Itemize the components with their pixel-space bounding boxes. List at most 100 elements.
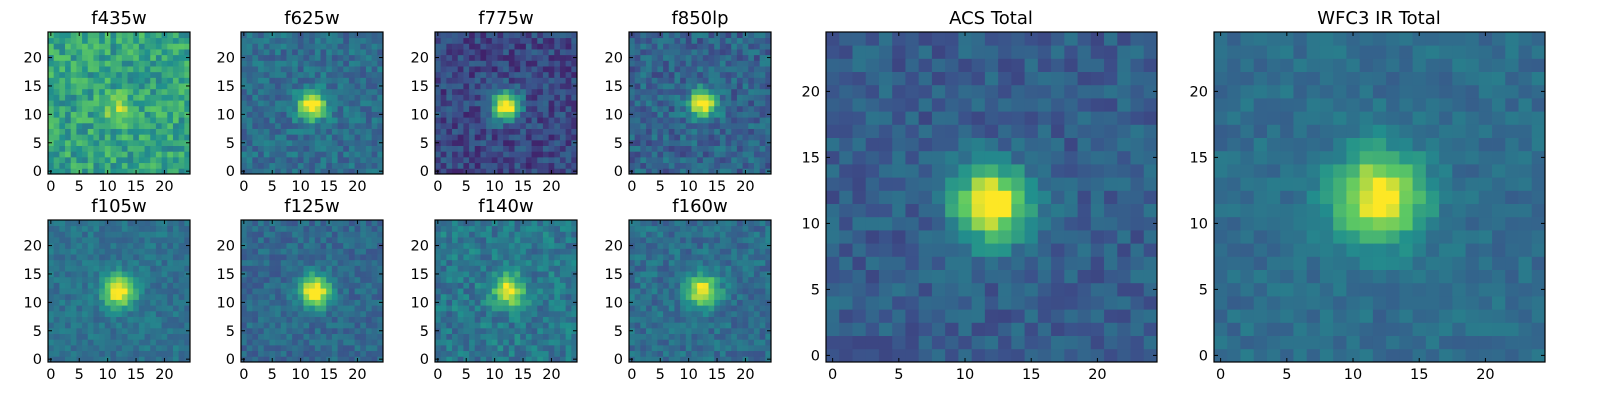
heatmap-cell <box>554 254 560 260</box>
heatmap-cell <box>332 117 338 123</box>
heatmap-cell <box>150 328 156 334</box>
heatmap-cell <box>173 60 179 66</box>
heatmap-cell <box>475 351 481 357</box>
heatmap-cell <box>264 112 270 118</box>
heatmap-cell <box>88 254 94 260</box>
heatmap-cell <box>88 248 94 254</box>
heatmap-cell <box>657 151 663 157</box>
heatmap-cell <box>486 66 492 72</box>
heatmap-cell <box>652 49 658 55</box>
heatmap-cell <box>99 282 105 288</box>
x-tick-label: 10 <box>485 179 503 195</box>
heatmap-cell <box>537 345 543 351</box>
heatmap-cell <box>674 66 680 72</box>
heatmap-cell <box>441 112 447 118</box>
heatmap-cell <box>54 282 60 288</box>
heatmap-cell <box>674 112 680 118</box>
heatmap-cell <box>469 151 475 157</box>
heatmap-cell <box>162 226 168 232</box>
heatmap-cell <box>65 129 71 135</box>
heatmap-cell <box>669 100 675 106</box>
heatmap-cell <box>657 328 663 334</box>
heatmap-cell <box>116 345 122 351</box>
heatmap-cell <box>743 305 749 311</box>
heatmap-cell <box>446 112 452 118</box>
heatmap-cell <box>88 151 94 157</box>
heatmap-cell <box>372 328 378 334</box>
heatmap-cell <box>731 288 737 294</box>
heatmap-cell <box>452 265 458 271</box>
heatmap-cell <box>469 243 475 249</box>
heatmap-cell <box>105 43 111 49</box>
heatmap-cell <box>162 83 168 89</box>
heatmap-cell <box>652 106 658 112</box>
heatmap-cell <box>286 282 292 288</box>
heatmap-cell <box>76 123 82 129</box>
heatmap-cell <box>509 38 515 44</box>
heatmap-cell <box>298 94 304 100</box>
heatmap-cell <box>475 89 481 95</box>
heatmap-cell <box>549 140 555 146</box>
heatmap-cell <box>303 305 309 311</box>
heatmap-cell <box>520 112 526 118</box>
heatmap-cell <box>686 294 692 300</box>
heatmap-cell <box>156 231 162 237</box>
heatmap-cell <box>269 294 275 300</box>
heatmap-cell <box>349 248 355 254</box>
heatmap-cell <box>150 157 156 163</box>
heatmap-cell <box>247 32 253 38</box>
heatmap-cell <box>760 49 766 55</box>
heatmap-cell <box>76 117 82 123</box>
heatmap-cell <box>71 351 77 357</box>
heatmap-cell <box>59 237 65 243</box>
heatmap-cell <box>355 277 361 283</box>
heatmap-cell <box>332 112 338 118</box>
heatmap-cell <box>252 117 258 123</box>
heatmap-cell <box>247 151 253 157</box>
heatmap-cell <box>349 334 355 340</box>
heatmap-cell <box>150 317 156 323</box>
heatmap-cell <box>697 163 703 169</box>
heatmap-cell <box>139 94 145 100</box>
heatmap-cell <box>264 254 270 260</box>
heatmap-cell <box>520 248 526 254</box>
heatmap-cell <box>537 282 543 288</box>
heatmap-cell <box>292 66 298 72</box>
heatmap-cell <box>452 300 458 306</box>
heatmap-cell <box>691 311 697 317</box>
heatmap-cell <box>309 334 315 340</box>
heatmap-cell <box>315 134 321 140</box>
heatmap-cell <box>82 294 88 300</box>
heatmap-cell <box>475 311 481 317</box>
heatmap-cell <box>372 106 378 112</box>
heatmap-cell <box>133 282 139 288</box>
heatmap-cell <box>145 288 151 294</box>
heatmap-cell <box>105 60 111 66</box>
heatmap-cell <box>686 163 692 169</box>
heatmap-cell <box>629 60 635 66</box>
heatmap-cell <box>475 237 481 243</box>
heatmap-cell <box>554 100 560 106</box>
heatmap-cell <box>241 129 247 135</box>
heatmap-cell <box>435 89 441 95</box>
heatmap-cell <box>360 66 366 72</box>
heatmap-cell <box>657 345 663 351</box>
heatmap-cell <box>458 271 464 277</box>
heatmap-cell <box>281 317 287 323</box>
heatmap-cell <box>315 322 321 328</box>
heatmap-cell <box>372 117 378 123</box>
heatmap-cell <box>326 146 332 152</box>
heatmap-cell <box>281 77 287 83</box>
heatmap-cell <box>486 77 492 83</box>
heatmap-cell <box>686 345 692 351</box>
heatmap-cell <box>441 288 447 294</box>
heatmap-cell <box>338 66 344 72</box>
heatmap-cell <box>286 328 292 334</box>
heatmap-cell <box>640 345 646 351</box>
heatmap-cell <box>59 38 65 44</box>
panel-title: f125w <box>284 196 339 217</box>
heatmap-cell <box>486 134 492 140</box>
heatmap-cell <box>48 129 54 135</box>
heatmap-cell <box>71 322 77 328</box>
heatmap-cell <box>714 157 720 163</box>
